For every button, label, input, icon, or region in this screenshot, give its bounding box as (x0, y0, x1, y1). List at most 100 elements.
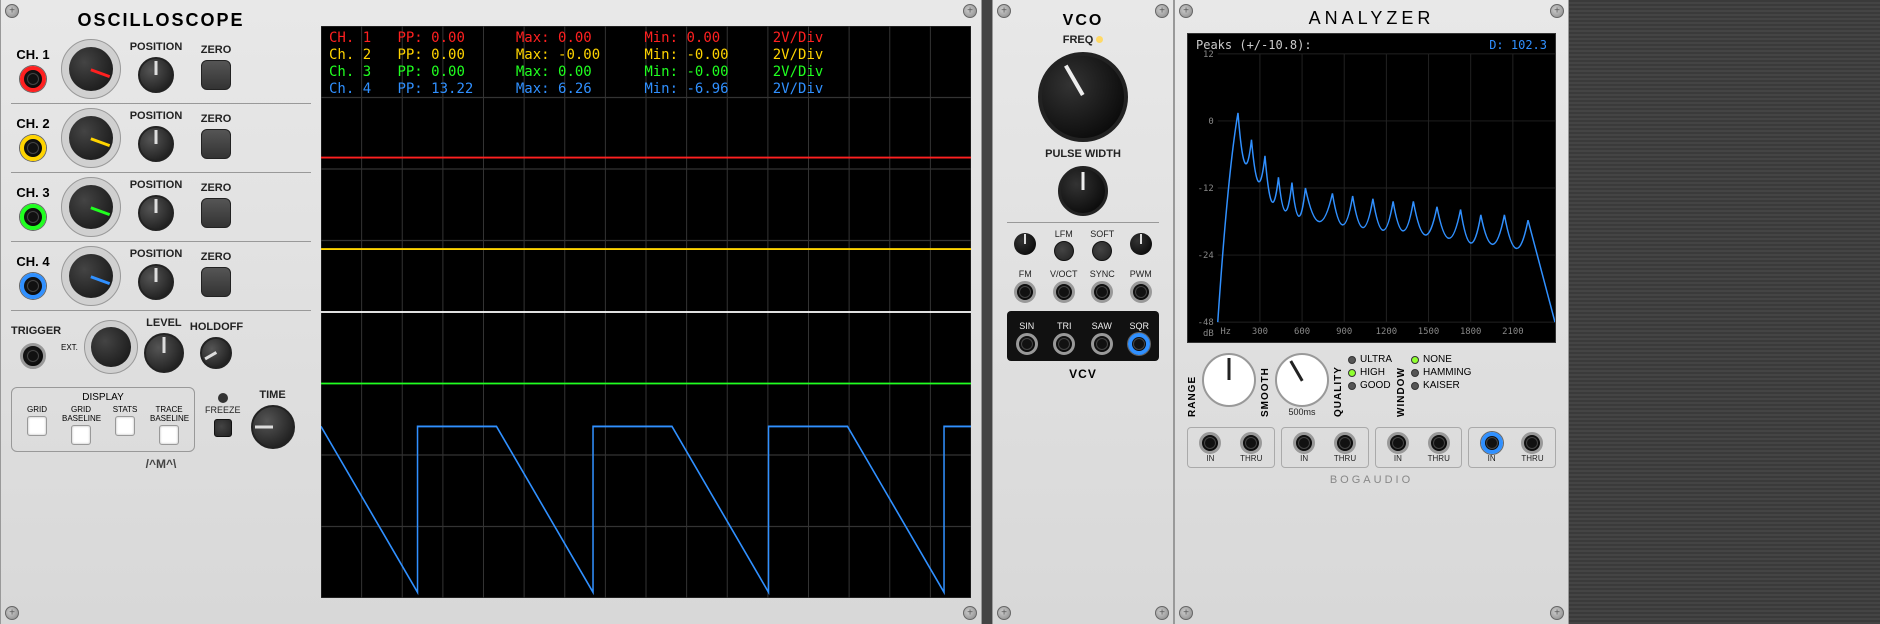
ch4-position-knob[interactable] (138, 264, 174, 300)
vco-out-sin-port[interactable] (1016, 333, 1038, 355)
display-opt-3-button[interactable] (159, 425, 179, 445)
analyzer-thru-4-label: THRU (1521, 454, 1543, 463)
pulse-width-knob[interactable] (1058, 166, 1108, 216)
ch3-zero-button[interactable] (201, 198, 231, 228)
voct-port[interactable] (1053, 281, 1075, 303)
display-opt-0-button[interactable] (27, 416, 47, 436)
fm-label: FM (1007, 269, 1044, 279)
ch2-scale-knob[interactable] (61, 108, 121, 168)
lfm-button[interactable] (1054, 241, 1074, 261)
analyzer-title: ANALYZER (1187, 4, 1556, 33)
ch4-input-port[interactable] (20, 273, 46, 299)
pwm-port[interactable] (1130, 281, 1152, 303)
analyzer-thru-2-port[interactable] (1334, 432, 1356, 454)
holdoff-knob[interactable] (200, 337, 232, 369)
ch3-scale-knob[interactable] (61, 177, 121, 237)
window-opt-kaiser[interactable]: KAISER (1411, 379, 1471, 392)
trigger-src-knob[interactable] (84, 320, 138, 374)
vco-out-sqr-port[interactable] (1128, 333, 1150, 355)
display-opt-1-label: GRID BASELINE (62, 405, 100, 423)
ch3-position-knob[interactable] (138, 195, 174, 231)
vco-out-saw-label: SAW (1084, 321, 1120, 331)
vco-out-saw-port[interactable] (1091, 333, 1113, 355)
analyzer-thru-3-port[interactable] (1428, 432, 1450, 454)
window-led-none (1411, 356, 1419, 364)
svg-text:900: 900 (1336, 327, 1352, 337)
trigger-ext-port[interactable] (20, 343, 46, 369)
smooth-knob[interactable] (1275, 353, 1329, 407)
time-label: TIME (251, 389, 295, 401)
analyzer-in-1-port[interactable] (1199, 432, 1221, 454)
readout-ch4: Ch. 4 PP: 13.22 Max: 6.26 Min: -6.96 2V/… (329, 81, 823, 98)
analyzer-in-4-port[interactable] (1481, 432, 1503, 454)
vco-module: VCO FREQ PULSE WIDTH LFM SOFT FM V/OCT (992, 0, 1174, 624)
ch1-scale-knob[interactable] (61, 39, 121, 99)
svg-text:1200: 1200 (1376, 327, 1397, 337)
fm-port[interactable] (1014, 281, 1036, 303)
svg-text:Hz: Hz (1220, 327, 1231, 337)
window-label: WINDOW (1396, 353, 1407, 417)
time-knob[interactable] (251, 405, 295, 449)
ch3-label: CH. 3 (11, 185, 55, 200)
quality-opt-good[interactable]: GOOD (1348, 379, 1392, 392)
display-opt-0-label: GRID (18, 405, 56, 414)
lfm-label: LFM (1046, 229, 1083, 239)
display-opt-2-label: STATS (106, 405, 144, 414)
svg-text:-12: -12 (1198, 184, 1214, 194)
analyzer-in-2-port[interactable] (1293, 432, 1315, 454)
display-opt-2-button[interactable] (115, 416, 135, 436)
ch4-scale-knob[interactable] (61, 246, 121, 306)
freeze-label: FREEZE (205, 405, 241, 415)
ch1-input-port[interactable] (20, 66, 46, 92)
readout-ch2: Ch. 2 PP: 0.00 Max: -0.00 Min: -0.00 2V/… (329, 47, 823, 64)
pwm-amount-knob[interactable] (1130, 233, 1152, 255)
level-knob[interactable] (144, 333, 184, 373)
ch1-label: CH. 1 (11, 47, 55, 62)
ch2-input-port[interactable] (20, 135, 46, 161)
fm-amount-knob[interactable] (1014, 233, 1036, 255)
display-opt-1-button[interactable] (71, 425, 91, 445)
holdoff-label: HOLDOFF (190, 321, 243, 333)
window-opt-none[interactable]: NONE (1411, 353, 1471, 366)
analyzer-thru-3-label: THRU (1428, 454, 1450, 463)
ch3-input-port[interactable] (20, 204, 46, 230)
svg-text:-24: -24 (1198, 251, 1214, 261)
ch3-position-label: POSITION (127, 179, 185, 191)
vco-out-sin-label: SIN (1009, 321, 1045, 331)
display-label: DISPLAY (18, 392, 188, 403)
analyzer-thru-2-label: THRU (1334, 454, 1356, 463)
analyzer-screen: 120-12-24-48dB3006009001200150018002100H… (1187, 33, 1556, 343)
ch2-position-knob[interactable] (138, 126, 174, 162)
vco-out-tri-port[interactable] (1053, 333, 1075, 355)
quality-label: QUALITY (1333, 353, 1344, 417)
quality-opt-high[interactable]: HIGH (1348, 366, 1392, 379)
ch2-zero-button[interactable] (201, 129, 231, 159)
sync-label: SYNC (1084, 269, 1121, 279)
soft-button[interactable] (1092, 241, 1112, 261)
window-opt-hamming[interactable]: HAMMING (1411, 366, 1471, 379)
smooth-ms: 500ms (1275, 407, 1329, 417)
ch4-zero-button[interactable] (201, 267, 231, 297)
quality-led-high (1348, 369, 1356, 377)
vco-brand: VCV (1007, 367, 1159, 381)
analyzer-brand: BOGAUDIO (1187, 474, 1556, 486)
ch2-label: CH. 2 (11, 116, 55, 131)
ch1-position-knob[interactable] (138, 57, 174, 93)
analyzer-in-4-label: IN (1481, 454, 1503, 463)
ch1-zero-button[interactable] (201, 60, 231, 90)
analyzer-thru-1-label: THRU (1240, 454, 1262, 463)
range-knob[interactable] (1202, 353, 1256, 407)
analyzer-thru-1-port[interactable] (1240, 432, 1262, 454)
quality-opt-ultra[interactable]: ULTRA (1348, 353, 1392, 366)
ch2-zero-label: ZERO (191, 113, 241, 125)
freq-knob[interactable] (1038, 52, 1128, 142)
analyzer-in-3-port[interactable] (1387, 432, 1409, 454)
sync-port[interactable] (1091, 281, 1113, 303)
freeze-button[interactable] (214, 419, 232, 437)
quality-led-ultra (1348, 356, 1356, 364)
voct-label: V/OCT (1046, 269, 1083, 279)
trigger-label: TRIGGER (11, 325, 55, 337)
analyzer-port-pair-1: IN THRU (1187, 427, 1275, 468)
analyzer-thru-4-port[interactable] (1521, 432, 1543, 454)
svg-text:-48: -48 (1198, 318, 1214, 328)
